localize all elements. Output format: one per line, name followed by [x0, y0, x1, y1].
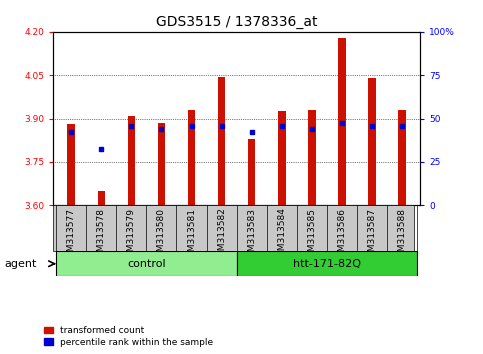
- Text: GSM313580: GSM313580: [157, 207, 166, 263]
- Text: agent: agent: [5, 259, 37, 269]
- Text: GSM313585: GSM313585: [307, 207, 316, 263]
- Bar: [398, 110, 406, 205]
- Bar: [369, 78, 376, 205]
- Text: GSM313587: GSM313587: [368, 207, 377, 263]
- Title: GDS3515 / 1378336_at: GDS3515 / 1378336_at: [156, 16, 317, 29]
- Legend: transformed count, percentile rank within the sample: transformed count, percentile rank withi…: [43, 325, 214, 348]
- Text: GSM313579: GSM313579: [127, 207, 136, 263]
- Bar: [308, 110, 315, 205]
- Bar: [248, 139, 256, 205]
- Text: control: control: [127, 259, 166, 269]
- Text: GSM313581: GSM313581: [187, 207, 196, 263]
- Text: htt-171-82Q: htt-171-82Q: [293, 259, 361, 269]
- Bar: [158, 123, 165, 205]
- Bar: [338, 38, 346, 205]
- Text: GSM313584: GSM313584: [277, 207, 286, 263]
- Text: GSM313586: GSM313586: [338, 207, 346, 263]
- Bar: [68, 124, 75, 205]
- Bar: [98, 191, 105, 205]
- Bar: [278, 112, 285, 205]
- Bar: [56, 251, 237, 276]
- Text: GSM313577: GSM313577: [67, 207, 76, 263]
- Text: GSM313578: GSM313578: [97, 207, 106, 263]
- Bar: [128, 116, 135, 205]
- Text: GSM313588: GSM313588: [398, 207, 407, 263]
- Text: GSM313582: GSM313582: [217, 207, 226, 263]
- Bar: [237, 251, 417, 276]
- Bar: [218, 77, 226, 205]
- Text: GSM313583: GSM313583: [247, 207, 256, 263]
- Bar: [188, 110, 195, 205]
